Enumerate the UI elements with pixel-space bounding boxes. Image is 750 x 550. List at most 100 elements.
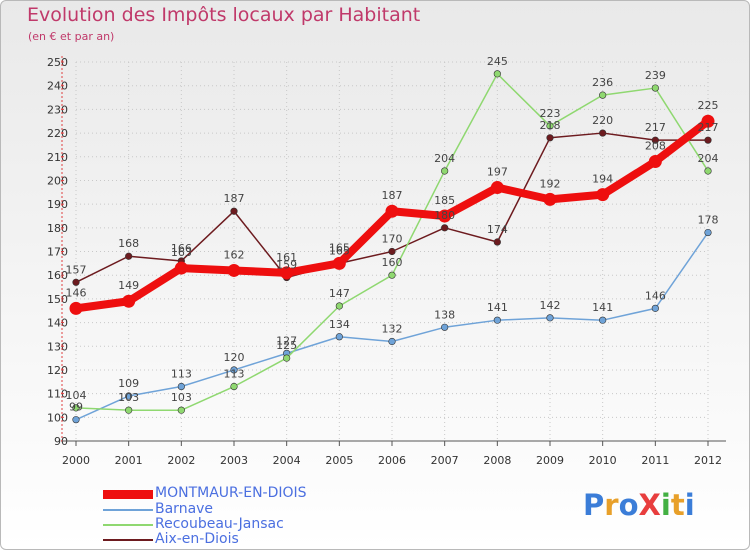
axes: 9010011012013014015016017018019020021022…	[47, 56, 726, 467]
y-tick-label-210: 210	[47, 151, 68, 164]
point-recoubeau-jansac-2005	[335, 302, 343, 310]
data-label-recoubeau-jansac-2007: 204	[434, 152, 455, 165]
point-barnave-2003	[230, 366, 238, 374]
point-montmaur-en-diois-2005	[332, 256, 346, 270]
data-label-aix-en-diois-2004: 159	[276, 259, 297, 272]
data-label-aix-en-diois-2008: 174	[487, 223, 508, 236]
y-tick-label-160: 160	[47, 269, 68, 282]
point-montmaur-en-diois-2009	[543, 192, 557, 206]
data-label-montmaur-en-diois-2009: 192	[540, 177, 561, 190]
y-tick-label-200: 200	[47, 174, 68, 187]
y-tick-label-230: 230	[47, 103, 68, 116]
point-barnave-2006	[388, 337, 396, 346]
data-label-montmaur-en-diois-2002: 163	[171, 246, 192, 259]
data-label-montmaur-en-diois-2011: 208	[645, 139, 666, 152]
point-recoubeau-jansac-2002	[177, 406, 185, 414]
y-tick-label-100: 100	[47, 411, 68, 424]
x-tick-label-2011: 2011	[641, 454, 669, 467]
point-aix-en-diois-2011	[651, 136, 659, 144]
data-label-aix-en-diois-2001: 168	[118, 237, 139, 250]
data-label-recoubeau-jansac-2012: 204	[698, 152, 719, 165]
data-label-montmaur-en-diois-2005: 165	[329, 241, 350, 254]
data-label-aix-en-diois-2009: 218	[540, 119, 561, 132]
chart-title: Evolution des Impôts locaux par Habitant	[27, 4, 421, 26]
data-label-recoubeau-jansac-2000: 104	[66, 389, 87, 402]
y-tick-label-180: 180	[47, 222, 68, 235]
point-barnave-2011	[651, 304, 659, 312]
legend-label-barnave: Barnave	[155, 501, 214, 517]
point-aix-en-diois-2012	[704, 136, 712, 144]
y-tick-label-240: 240	[47, 80, 68, 93]
logo-letter: r	[604, 488, 619, 522]
data-label-recoubeau-jansac-2009: 223	[540, 107, 561, 120]
point-recoubeau-jansac-2001	[125, 406, 133, 414]
data-label-montmaur-en-diois-2000: 146	[66, 286, 87, 299]
x-tick-label-2001: 2001	[115, 454, 143, 467]
x-tick-label-2009: 2009	[536, 454, 564, 467]
data-label-montmaur-en-diois-2012: 225	[698, 99, 719, 112]
data-label-barnave-2005: 134	[329, 318, 350, 331]
data-label-recoubeau-jansac-2003: 113	[224, 368, 245, 381]
data-label-barnave-2010: 141	[592, 301, 613, 314]
data-label-barnave-2004: 127	[276, 334, 297, 347]
data-label-aix-en-diois-2007: 180	[434, 209, 455, 222]
point-recoubeau-jansac-2009	[546, 122, 554, 130]
x-tick-label-2006: 2006	[378, 454, 406, 467]
point-montmaur-en-diois-2007	[438, 209, 452, 223]
logo-letter: X	[638, 488, 661, 522]
point-recoubeau-jansac-2007	[441, 167, 449, 175]
chart-subtitle: (en € et par an)	[28, 30, 115, 43]
x-tick-label-2012: 2012	[694, 454, 722, 467]
data-label-aix-en-diois-2011: 217	[645, 121, 666, 134]
point-barnave-2012	[704, 228, 712, 237]
x-tick-label-2004: 2004	[273, 454, 301, 467]
point-montmaur-en-diois-2003	[227, 263, 241, 277]
point-barnave-2002	[177, 382, 185, 391]
point-barnave-2001	[125, 392, 133, 400]
point-barnave-2000	[72, 416, 80, 424]
data-label-barnave-2008: 141	[487, 301, 508, 314]
logo-letter: i	[684, 488, 695, 522]
point-montmaur-en-diois-2000	[69, 301, 83, 315]
data-label-recoubeau-jansac-2008: 245	[487, 55, 508, 68]
data-label-aix-en-diois-2000: 157	[66, 263, 87, 276]
logo-letter: t	[670, 488, 685, 522]
logo-letter: i	[660, 488, 671, 522]
x-tick-label-2005: 2005	[325, 454, 353, 467]
point-recoubeau-jansac-2012	[704, 167, 712, 175]
y-tick-label-220: 220	[47, 127, 68, 140]
data-label-recoubeau-jansac-2001: 103	[118, 391, 139, 404]
legend-swatch-recoubeau	[103, 524, 153, 526]
data-label-recoubeau-jansac-2002: 103	[171, 391, 192, 404]
point-barnave-2005	[335, 333, 343, 341]
point-barnave-2009	[546, 314, 554, 322]
proxiti-logo: ProXiti	[583, 488, 695, 522]
point-montmaur-en-diois-2011	[648, 154, 662, 168]
data-label-aix-en-diois-2006: 170	[382, 233, 403, 246]
legend-swatch-montmaur	[103, 490, 153, 499]
legend-label-montmaur: MONTMAUR-EN-DIOIS	[155, 485, 307, 501]
point-recoubeau-jansac-2010	[599, 91, 607, 99]
data-label-barnave-2001: 109	[118, 377, 139, 390]
point-aix-en-diois-2010	[599, 129, 607, 137]
point-montmaur-en-diois-2001	[122, 294, 136, 308]
x-tick-label-2008: 2008	[483, 454, 511, 467]
data-label-aix-en-diois-2003: 187	[224, 192, 245, 205]
data-label-aix-en-diois-2012: 217	[698, 121, 719, 134]
data-label-recoubeau-jansac-2004: 125	[276, 339, 297, 352]
legend-swatch-barnave	[103, 509, 153, 511]
data-labels: 157 168 166 187 159 165 170 180 174 218 220 217 217 9…	[66, 55, 719, 414]
point-aix-en-diois-2000	[72, 278, 80, 286]
data-label-recoubeau-jansac-2006: 160	[382, 256, 403, 269]
point-barnave-2008	[493, 316, 501, 324]
y-tick-label-150: 150	[47, 293, 68, 306]
y-tick-label-110: 110	[47, 388, 68, 401]
point-recoubeau-jansac-2011	[651, 84, 659, 92]
point-barnave-2007	[441, 323, 449, 331]
data-label-barnave-2003: 120	[224, 351, 245, 364]
point-aix-en-diois-2003	[230, 207, 238, 215]
data-label-recoubeau-jansac-2010: 236	[592, 76, 613, 89]
data-label-montmaur-en-diois-2001: 149	[118, 279, 139, 292]
